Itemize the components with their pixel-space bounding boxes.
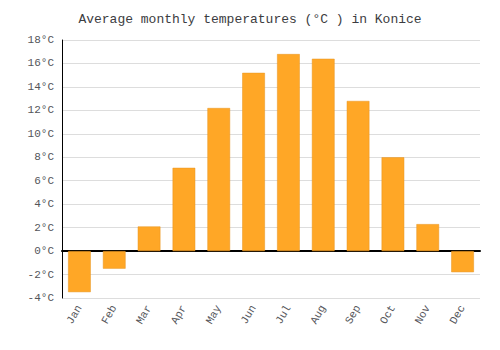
svg-text:Jun: Jun <box>238 303 258 326</box>
svg-text:Apr: Apr <box>169 303 189 326</box>
svg-text:Jul: Jul <box>273 303 293 326</box>
svg-text:Feb: Feb <box>99 303 119 326</box>
svg-text:Nov: Nov <box>413 303 433 326</box>
svg-text:12°C: 12°C <box>28 104 55 116</box>
svg-text:Sep: Sep <box>343 303 363 326</box>
svg-text:Dec: Dec <box>447 303 467 326</box>
svg-text:10°C: 10°C <box>28 128 55 140</box>
svg-text:8°C: 8°C <box>34 151 54 163</box>
svg-text:-4°C: -4°C <box>28 292 55 304</box>
svg-text:16°C: 16°C <box>28 57 55 69</box>
svg-text:Jan: Jan <box>64 303 84 326</box>
svg-text:Mar: Mar <box>134 303 154 326</box>
svg-text:14°C: 14°C <box>28 81 55 93</box>
svg-text:0°C: 0°C <box>34 245 54 257</box>
svg-text:2°C: 2°C <box>34 222 54 234</box>
svg-text:4°C: 4°C <box>34 198 54 210</box>
svg-text:18°C: 18°C <box>28 34 55 46</box>
svg-text:Oct: Oct <box>378 303 398 326</box>
svg-text:Average monthly temperatures (: Average monthly temperatures (°C ) in Ko… <box>78 12 421 27</box>
svg-text:6°C: 6°C <box>34 175 54 187</box>
svg-text:May: May <box>204 303 224 326</box>
svg-text:-2°C: -2°C <box>28 269 55 281</box>
svg-text:Aug: Aug <box>308 303 328 326</box>
